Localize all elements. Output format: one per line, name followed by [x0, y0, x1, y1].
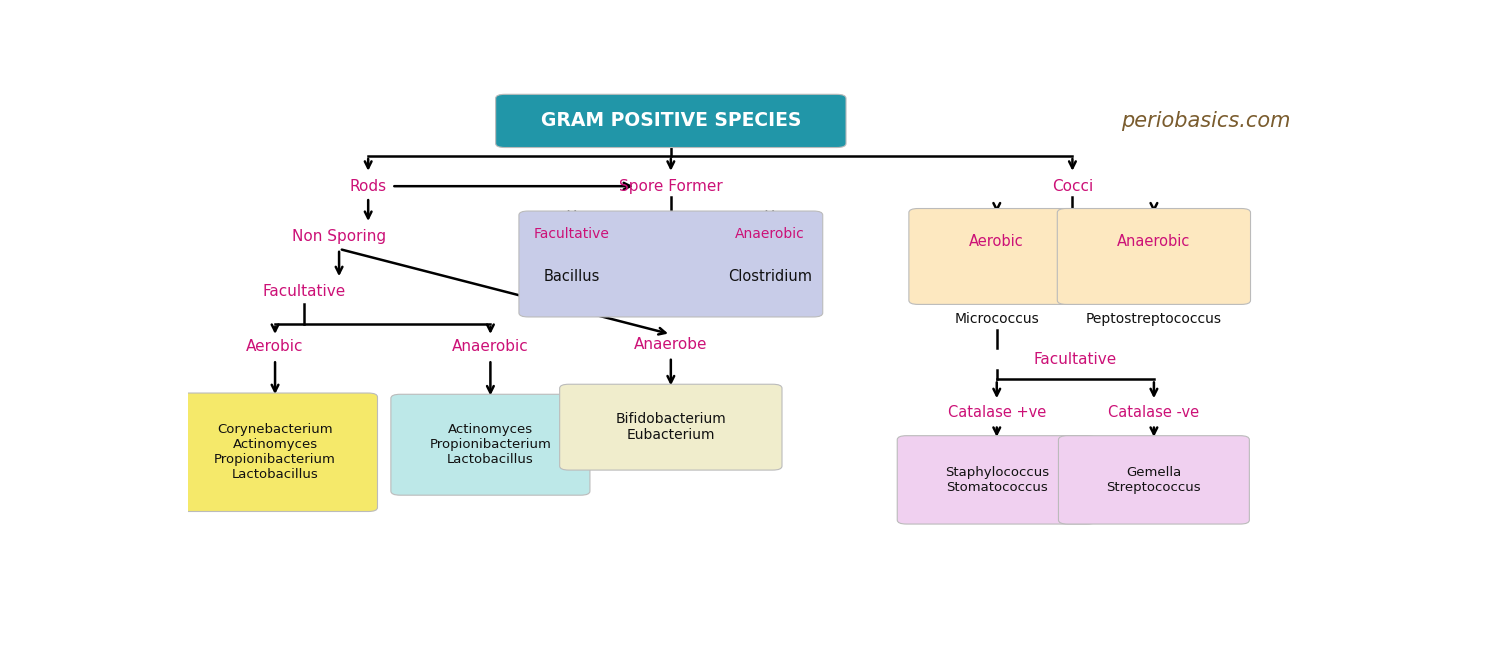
Text: Anaerobic: Anaerobic — [1117, 234, 1191, 249]
Text: Bifidobacterium
Eubacterium: Bifidobacterium Eubacterium — [616, 412, 725, 442]
FancyBboxPatch shape — [391, 394, 590, 495]
Text: Gemella
Streptococcus: Gemella Streptococcus — [1107, 466, 1202, 494]
Text: Non Sporing: Non Sporing — [291, 229, 386, 244]
Text: Actinomyces
Propionibacterium
Lactobacillus: Actinomyces Propionibacterium Lactobacil… — [430, 423, 551, 466]
Text: Facultative: Facultative — [263, 284, 345, 299]
FancyBboxPatch shape — [897, 436, 1096, 524]
FancyBboxPatch shape — [560, 384, 783, 470]
Text: Anaerobic: Anaerobic — [734, 227, 805, 241]
Text: Aerobic: Aerobic — [246, 339, 303, 354]
FancyBboxPatch shape — [909, 209, 1084, 304]
Text: Anaerobic: Anaerobic — [452, 339, 529, 354]
Text: Staphylococcus
Stomatococcus: Staphylococcus Stomatococcus — [945, 466, 1048, 494]
Text: Catalase -ve: Catalase -ve — [1108, 405, 1200, 420]
Text: Micrococcus: Micrococcus — [954, 312, 1039, 326]
FancyBboxPatch shape — [1059, 436, 1250, 524]
Text: Anaerobe: Anaerobe — [634, 337, 707, 352]
Text: Cocci: Cocci — [1051, 179, 1093, 194]
Text: Spore Former: Spore Former — [619, 179, 722, 194]
Text: Facultative: Facultative — [1033, 352, 1116, 367]
FancyBboxPatch shape — [496, 95, 846, 147]
Text: Corynebacterium
Actinomyces
Propionibacterium
Lactobacillus: Corynebacterium Actinomyces Propionibact… — [215, 423, 336, 481]
Text: Catalase +ve: Catalase +ve — [948, 405, 1045, 420]
Text: Facultative: Facultative — [533, 227, 610, 241]
FancyBboxPatch shape — [1057, 209, 1251, 304]
Text: periobasics.com: periobasics.com — [1122, 111, 1292, 131]
Text: GRAM POSITIVE SPECIES: GRAM POSITIVE SPECIES — [541, 111, 801, 130]
Text: Aerobic: Aerobic — [969, 234, 1024, 249]
Text: Bacillus: Bacillus — [544, 269, 601, 284]
Text: Clostridium: Clostridium — [728, 269, 811, 284]
FancyBboxPatch shape — [518, 211, 823, 317]
FancyBboxPatch shape — [173, 393, 377, 512]
Text: Rods: Rods — [350, 179, 386, 194]
Text: Peptostreptococcus: Peptostreptococcus — [1086, 312, 1223, 326]
